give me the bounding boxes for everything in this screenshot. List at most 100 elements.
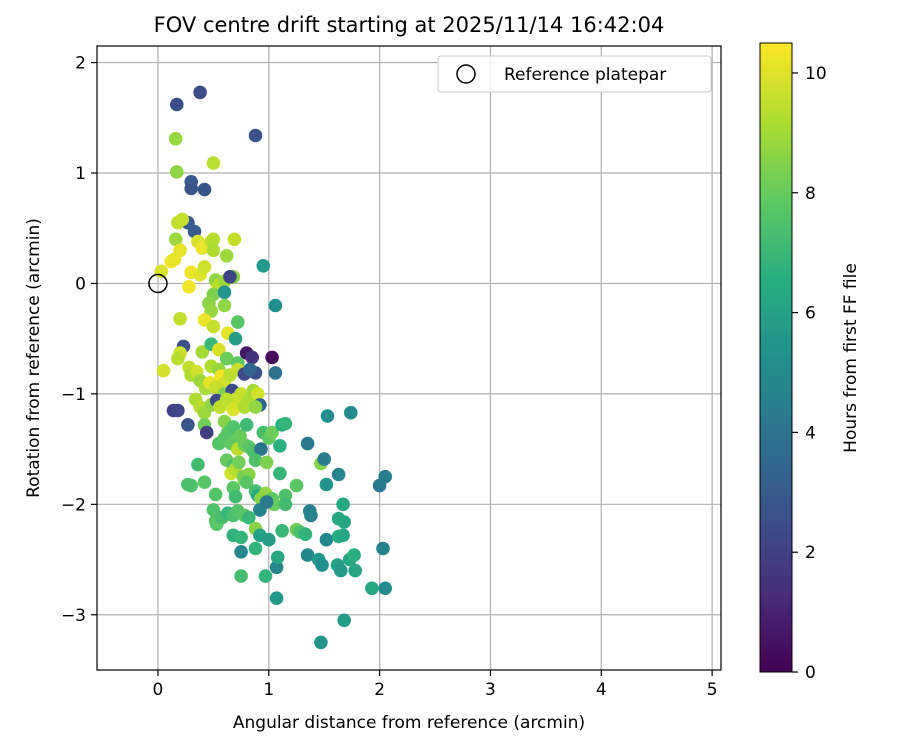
data-point <box>156 363 171 378</box>
colorbar-ticks: 0 2 4 6 8 10 <box>792 64 827 683</box>
data-point <box>197 475 212 490</box>
data-point <box>168 232 183 247</box>
colorbar-tick-label: 6 <box>805 304 816 324</box>
x-tick-label: 5 <box>707 680 718 700</box>
y-tick-label: 1 <box>75 164 86 184</box>
data-point <box>269 591 284 605</box>
data-point <box>195 345 210 359</box>
data-point <box>273 439 287 453</box>
data-point <box>248 400 263 414</box>
data-point <box>319 532 334 547</box>
reference-platepar-marker <box>148 273 168 294</box>
data-point <box>231 315 245 329</box>
x-tick-label: 3 <box>485 680 496 700</box>
data-point <box>336 528 350 543</box>
data-point <box>228 331 243 346</box>
data-point <box>175 212 190 227</box>
data-point <box>270 550 285 565</box>
data-point <box>320 409 335 423</box>
data-point <box>227 232 242 247</box>
data-point <box>376 541 390 556</box>
data-point <box>228 489 243 504</box>
data-point <box>331 467 346 482</box>
data-points <box>154 85 393 650</box>
data-point <box>167 252 182 266</box>
data-point <box>262 532 276 547</box>
data-point <box>334 563 348 578</box>
data-point <box>181 418 195 432</box>
data-point <box>248 453 263 468</box>
colorbar-tick-label: 10 <box>805 64 827 84</box>
colorbar-tick-label: 4 <box>805 423 816 443</box>
data-point <box>170 97 184 112</box>
data-point <box>344 405 358 420</box>
data-point <box>239 475 254 490</box>
reference-marker-group <box>148 273 168 294</box>
legend: Reference platepar <box>437 55 712 93</box>
y-tick-label: −1 <box>61 385 86 405</box>
data-point <box>226 402 241 417</box>
data-point <box>219 249 234 263</box>
data-point <box>265 350 279 365</box>
data-point <box>208 487 223 502</box>
data-point <box>314 635 328 650</box>
data-point <box>317 452 332 466</box>
colorbar-tick-label: 2 <box>805 543 816 563</box>
data-point <box>191 457 205 472</box>
data-point <box>239 418 254 432</box>
x-axis-label: Angular distance from reference (arcmin) <box>233 713 585 733</box>
colorbar-tick-label: 8 <box>805 184 816 204</box>
data-point <box>248 541 263 556</box>
x-tick-label: 0 <box>153 680 164 700</box>
y-tick-label: 2 <box>75 54 86 74</box>
data-point <box>259 495 274 509</box>
colorbar-label: Hours from first FF file <box>841 263 861 453</box>
data-point <box>300 548 315 562</box>
data-point <box>173 312 187 326</box>
colorbar: 0 2 4 6 8 10 Hours from first FF file <box>759 42 861 683</box>
data-point <box>289 478 304 493</box>
data-point <box>217 298 232 313</box>
data-point <box>337 515 352 529</box>
data-point <box>206 156 221 170</box>
data-point <box>378 469 393 484</box>
data-point <box>182 280 196 294</box>
data-point <box>365 581 379 596</box>
data-point <box>275 524 289 538</box>
data-point <box>206 319 221 334</box>
data-point <box>171 351 185 366</box>
data-point <box>197 260 212 274</box>
data-point <box>337 613 352 628</box>
y-tick-label: −3 <box>61 606 86 626</box>
y-axis-ticks: 2 1 0 −1 −2 −3 <box>61 54 97 626</box>
data-point <box>348 563 363 578</box>
data-point <box>278 416 293 431</box>
y-axis-label: Rotation from reference (arcmin) <box>24 218 44 498</box>
plot-frame <box>96 45 722 671</box>
legend-reference-marker <box>456 64 476 84</box>
data-point <box>319 477 334 492</box>
grid-lines <box>97 46 721 670</box>
data-point <box>269 560 284 575</box>
data-point <box>212 342 226 357</box>
data-point <box>223 270 237 284</box>
data-point <box>181 477 195 492</box>
data-point <box>237 400 252 414</box>
data-point <box>217 285 232 300</box>
data-point <box>219 351 234 366</box>
data-point <box>245 350 259 365</box>
legend-box <box>437 55 712 93</box>
chart-title: FOV centre drift starting at 2025/11/14 … <box>154 13 665 37</box>
y-tick-label: 0 <box>75 274 86 294</box>
data-point <box>300 436 315 451</box>
data-point <box>268 298 283 313</box>
x-tick-label: 2 <box>374 680 385 700</box>
data-point <box>248 128 263 143</box>
data-point <box>265 425 279 440</box>
data-point <box>234 545 248 559</box>
data-point <box>168 132 183 146</box>
data-point <box>199 425 214 440</box>
data-point <box>315 558 329 572</box>
legend-entry-label: Reference platepar <box>504 65 666 85</box>
